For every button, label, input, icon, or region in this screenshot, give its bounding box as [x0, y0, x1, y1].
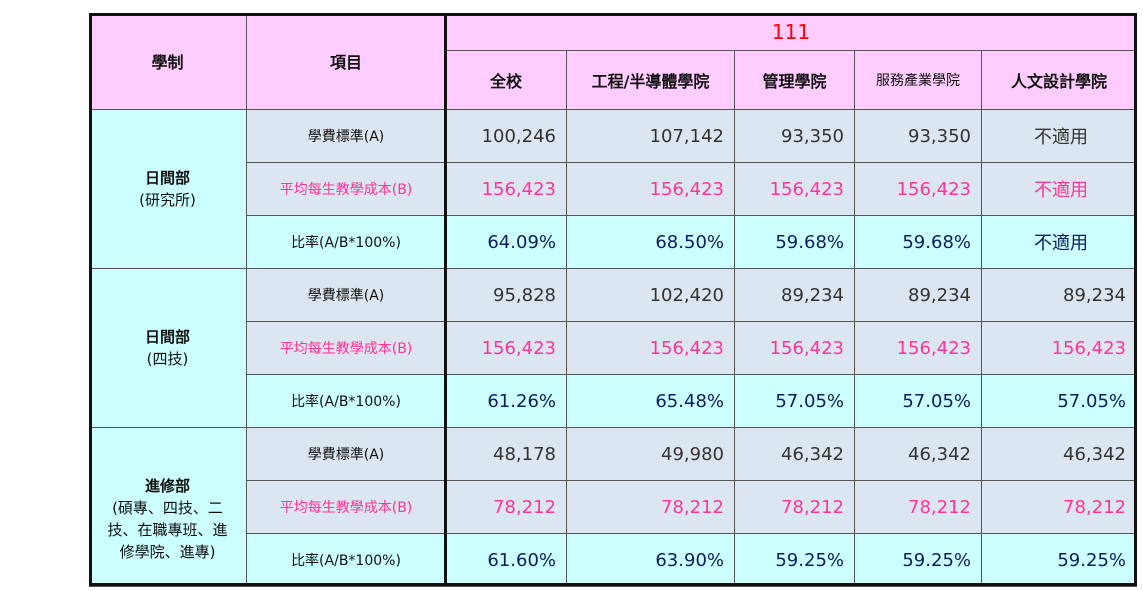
group-label: 日間部 (研究所) — [89, 110, 247, 269]
group-subtitle: (研究所) — [139, 191, 196, 209]
row-label-fee: 學費標準(A) — [247, 428, 446, 481]
value-cell-cost: 不適用 — [982, 163, 1137, 216]
value-cell-fee: 46,342 — [982, 428, 1137, 481]
header-unit: 人文設計學院 — [982, 51, 1137, 110]
value-cell-cost: 156,423 — [446, 163, 567, 216]
group-name: 日間部 — [144, 169, 190, 187]
row-label-ratio: 比率(A/B*100%) — [247, 375, 446, 428]
value-cell-cost: 78,212 — [735, 481, 855, 534]
group-label: 進修部 (碩專、四技、二 技、在職專班、進 修學院、進專) — [89, 428, 247, 587]
value-cell-fee: 93,350 — [855, 110, 982, 163]
value-cell-fee: 89,234 — [735, 269, 855, 322]
header-year: 111 — [446, 13, 1137, 51]
value-cell-cost: 156,423 — [567, 163, 735, 216]
group-subtitle: (四技) — [146, 350, 189, 368]
group-name: 進修部 — [144, 477, 190, 495]
value-cell-ratio: 59.25% — [735, 534, 855, 587]
row-label-fee: 學費標準(A) — [247, 269, 446, 322]
value-cell-cost: 156,423 — [855, 322, 982, 375]
value-cell-cost: 78,212 — [446, 481, 567, 534]
value-cell-ratio: 不適用 — [982, 216, 1137, 269]
row-label-ratio: 比率(A/B*100%) — [247, 216, 446, 269]
value-cell-cost: 156,423 — [982, 322, 1137, 375]
value-cell-fee: 89,234 — [855, 269, 982, 322]
value-cell-cost: 78,212 — [855, 481, 982, 534]
value-cell-fee: 107,142 — [567, 110, 735, 163]
header-item: 項目 — [247, 13, 446, 110]
value-cell-fee: 49,980 — [567, 428, 735, 481]
value-cell-ratio: 63.90% — [567, 534, 735, 587]
value-cell-ratio: 59.25% — [982, 534, 1137, 587]
row-label-cost: 平均每生教學成本(B) — [247, 163, 446, 216]
value-cell-fee: 100,246 — [446, 110, 567, 163]
header-unit: 服務產業學院 — [855, 51, 982, 110]
row-label-cost: 平均每生教學成本(B) — [247, 481, 446, 534]
value-cell-fee: 46,342 — [735, 428, 855, 481]
value-cell-fee: 102,420 — [567, 269, 735, 322]
value-cell-cost: 156,423 — [735, 163, 855, 216]
value-cell-cost: 156,423 — [446, 322, 567, 375]
value-cell-ratio: 64.09% — [446, 216, 567, 269]
value-cell-fee: 93,350 — [735, 110, 855, 163]
value-cell-cost: 78,212 — [982, 481, 1137, 534]
value-cell-ratio: 57.05% — [855, 375, 982, 428]
value-cell-fee: 95,828 — [446, 269, 567, 322]
value-cell-cost: 156,423 — [855, 163, 982, 216]
value-cell-ratio: 61.26% — [446, 375, 567, 428]
value-cell-ratio: 59.25% — [855, 534, 982, 587]
group-subtitle: (碩專、四技、二 — [112, 499, 223, 517]
value-cell-ratio: 68.50% — [567, 216, 735, 269]
group-subtitle: 修學院、進專) — [119, 543, 216, 561]
header-system: 學制 — [89, 13, 247, 110]
header-unit: 全校 — [446, 51, 567, 110]
header-unit: 工程/半導體學院 — [567, 51, 735, 110]
value-cell-fee: 48,178 — [446, 428, 567, 481]
value-cell-cost: 156,423 — [567, 322, 735, 375]
tuition-cost-table: 學制 項目 111 全校 工程/半導體學院 管理學院 服務產業學院 人文設計學院日間部 (… — [89, 13, 1137, 587]
value-cell-ratio: 61.60% — [446, 534, 567, 587]
value-cell-ratio: 65.48% — [567, 375, 735, 428]
row-label-ratio: 比率(A/B*100%) — [247, 534, 446, 587]
value-cell-fee: 不適用 — [982, 110, 1137, 163]
value-cell-ratio: 59.68% — [735, 216, 855, 269]
group-name: 日間部 — [144, 328, 190, 346]
row-label-cost: 平均每生教學成本(B) — [247, 322, 446, 375]
header-unit: 管理學院 — [735, 51, 855, 110]
value-cell-ratio: 59.68% — [855, 216, 982, 269]
table-divider — [444, 13, 447, 586]
value-cell-fee: 89,234 — [982, 269, 1137, 322]
value-cell-fee: 46,342 — [855, 428, 982, 481]
value-cell-cost: 78,212 — [567, 481, 735, 534]
value-cell-cost: 156,423 — [735, 322, 855, 375]
value-cell-ratio: 57.05% — [982, 375, 1137, 428]
row-label-fee: 學費標準(A) — [247, 110, 446, 163]
value-cell-ratio: 57.05% — [735, 375, 855, 428]
group-subtitle: 技、在職專班、進 — [107, 521, 228, 539]
group-label: 日間部 (四技) — [89, 269, 247, 428]
